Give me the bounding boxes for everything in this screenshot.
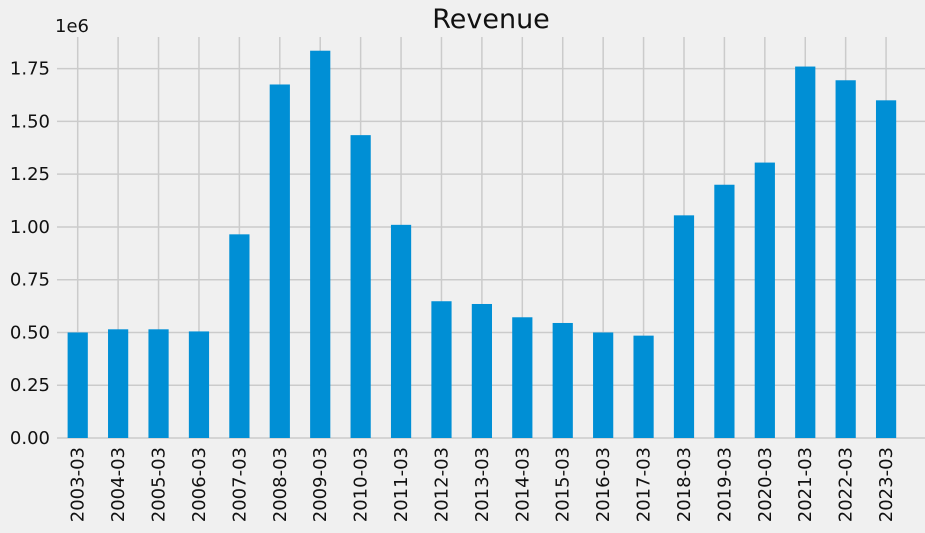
bar-2015-03 bbox=[552, 322, 573, 438]
bar-2007-03 bbox=[229, 234, 250, 438]
bar-2006-03 bbox=[188, 331, 210, 438]
bar-2023-03 bbox=[875, 100, 897, 438]
x-tick-label: 2011-03 bbox=[391, 447, 412, 522]
bar-2003-03 bbox=[67, 332, 88, 438]
bar-2009-03 bbox=[310, 50, 331, 439]
x-tick-label: 2004-03 bbox=[108, 447, 129, 522]
x-tick-label: 2022-03 bbox=[836, 447, 857, 522]
x-tick-label: 2009-03 bbox=[310, 447, 331, 522]
x-tick-label: 2016-03 bbox=[593, 447, 614, 522]
x-tick-label: 2017-03 bbox=[634, 447, 655, 522]
y-tick-label: 1.00 bbox=[10, 217, 50, 238]
y-axis-offset-label: 1e6 bbox=[55, 16, 89, 37]
bar-2004-03 bbox=[108, 329, 129, 438]
bars bbox=[67, 50, 897, 439]
bar-2016-03 bbox=[593, 332, 614, 438]
x-tick-labels: 2003-03 2004-03 2005-03 2006-03 2007-03 2008-… bbox=[68, 447, 897, 522]
bar-2017-03 bbox=[633, 335, 654, 438]
bar-2013-03 bbox=[471, 303, 492, 438]
bar-2010-03 bbox=[350, 135, 371, 439]
y-tick-label: 0.00 bbox=[10, 428, 50, 449]
x-tick-label: 2012-03 bbox=[431, 447, 452, 522]
x-tick-label: 2014-03 bbox=[512, 447, 533, 522]
y-tick-label: 1.75 bbox=[10, 59, 50, 80]
bar-2008-03 bbox=[269, 84, 290, 438]
bar-2011-03 bbox=[390, 224, 412, 438]
x-tick-label: 2021-03 bbox=[795, 447, 816, 522]
y-tick-label: 0.75 bbox=[10, 270, 50, 291]
x-tick-label: 2007-03 bbox=[229, 447, 250, 522]
y-tick-label: 1.50 bbox=[10, 111, 50, 132]
x-tick-label: 2010-03 bbox=[351, 447, 372, 522]
bar-2020-03 bbox=[754, 162, 775, 439]
x-tick-label: 2003-03 bbox=[68, 447, 89, 522]
x-tick-label: 2023-03 bbox=[876, 447, 897, 522]
x-tick-label: 2013-03 bbox=[472, 447, 493, 522]
x-tick-label: 2015-03 bbox=[553, 447, 574, 522]
x-tick-label: 2019-03 bbox=[714, 447, 735, 522]
y-tick-label: 0.25 bbox=[10, 375, 50, 396]
x-tick-label: 2008-03 bbox=[270, 447, 291, 522]
x-tick-label: 2018-03 bbox=[674, 447, 695, 522]
x-tick-label: 2005-03 bbox=[149, 447, 170, 522]
y-tick-label: 1.25 bbox=[10, 164, 50, 185]
bar-2021-03 bbox=[795, 66, 816, 439]
chart-title: Revenue bbox=[432, 4, 550, 35]
bar-2022-03 bbox=[835, 80, 856, 438]
bar-2014-03 bbox=[512, 317, 533, 438]
y-tick-label: 0.50 bbox=[10, 322, 50, 343]
x-tick-label: 2020-03 bbox=[755, 447, 776, 522]
bar-2012-03 bbox=[431, 301, 452, 438]
bar-2019-03 bbox=[714, 184, 735, 438]
bar-2018-03 bbox=[673, 215, 695, 438]
y-tick-labels: 0.00 0.25 0.50 0.75 1.00 1.25 1.50 1.75 bbox=[10, 59, 50, 449]
bar-2005-03 bbox=[148, 329, 169, 438]
x-tick-label: 2006-03 bbox=[189, 447, 210, 522]
